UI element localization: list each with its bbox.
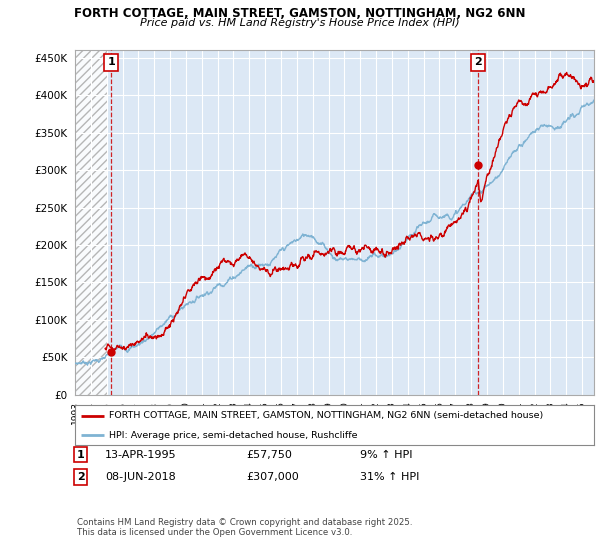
- Text: 1: 1: [77, 450, 85, 460]
- Text: 2: 2: [474, 58, 482, 67]
- Text: £307,000: £307,000: [246, 472, 299, 482]
- Text: HPI: Average price, semi-detached house, Rushcliffe: HPI: Average price, semi-detached house,…: [109, 431, 357, 440]
- Text: £57,750: £57,750: [246, 450, 292, 460]
- Text: 31% ↑ HPI: 31% ↑ HPI: [360, 472, 419, 482]
- Text: FORTH COTTAGE, MAIN STREET, GAMSTON, NOTTINGHAM, NG2 6NN (semi-detached house): FORTH COTTAGE, MAIN STREET, GAMSTON, NOT…: [109, 411, 543, 420]
- Text: Price paid vs. HM Land Registry's House Price Index (HPI): Price paid vs. HM Land Registry's House …: [140, 18, 460, 29]
- Text: 08-JUN-2018: 08-JUN-2018: [105, 472, 176, 482]
- Text: FORTH COTTAGE, MAIN STREET, GAMSTON, NOTTINGHAM, NG2 6NN: FORTH COTTAGE, MAIN STREET, GAMSTON, NOT…: [74, 7, 526, 20]
- Text: 13-APR-1995: 13-APR-1995: [105, 450, 176, 460]
- Text: Contains HM Land Registry data © Crown copyright and database right 2025.
This d: Contains HM Land Registry data © Crown c…: [77, 518, 412, 538]
- Text: 1: 1: [107, 58, 115, 67]
- Text: 2: 2: [77, 472, 85, 482]
- Text: 9% ↑ HPI: 9% ↑ HPI: [360, 450, 413, 460]
